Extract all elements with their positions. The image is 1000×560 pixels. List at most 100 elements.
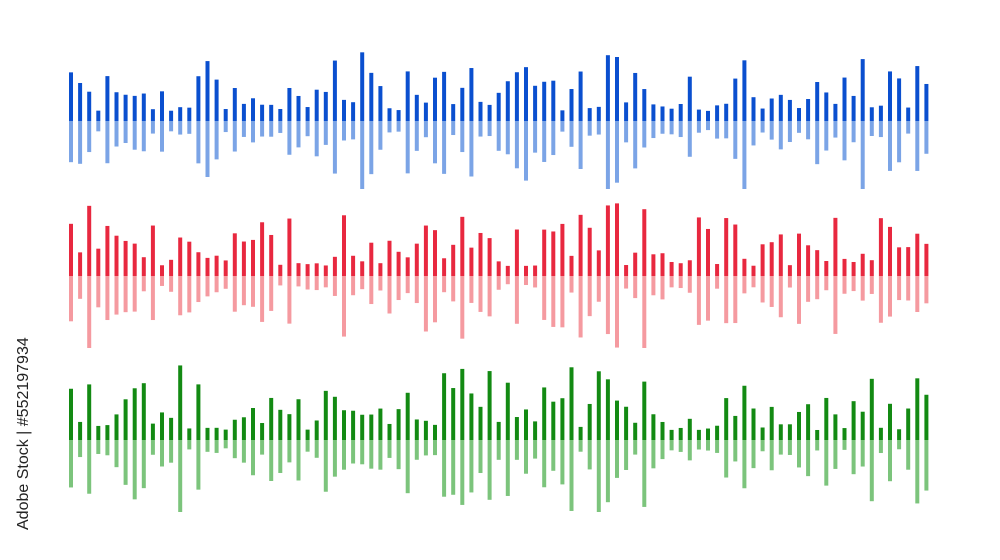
wave-bar [223,260,228,276]
wave-bar [214,427,219,440]
wave-bar [824,397,829,440]
wave-bar [633,252,638,276]
wave-bar [624,102,629,121]
wave-bar [178,237,183,276]
wave-reflection [423,440,428,456]
wave-bar [615,203,619,276]
wave-bar [660,253,665,276]
wave-reflection [596,276,601,302]
wave-reflection [232,440,237,459]
wave-bar [305,429,310,440]
wave-bar [396,409,401,440]
wave-bar [669,108,674,121]
wave-reflection [69,440,73,488]
wave-reflection [342,440,346,470]
wave-bar [251,239,255,276]
wave-bar [260,423,265,440]
wave-bar [205,61,210,121]
wave-reflection [842,276,847,294]
wave-reflection [296,440,301,481]
wave-reflection [223,121,228,133]
wave-bar [351,102,356,121]
wave-reflection [351,440,356,464]
wave-reflection [524,276,528,286]
wave-reflection [578,276,583,338]
wave-reflection [815,121,820,165]
wave-reflection [114,276,119,315]
wave-reflection [323,440,328,492]
wave-bar [587,108,592,121]
wave-bar [669,429,674,440]
wave-bar [387,108,392,121]
wave-bar [342,410,346,440]
wave-bar [423,420,428,440]
wave-bar [815,429,820,440]
wave-bar [241,417,246,440]
wave-bar [87,205,92,276]
wave-bar [369,72,374,121]
wave-reflection [633,440,638,455]
wave-bar [205,257,210,276]
wave-bar [478,406,483,440]
wave-reflection [842,440,847,450]
wave-bar [160,265,164,276]
wave-reflection [487,440,492,500]
wave-bar [669,261,674,276]
wave-bar [278,409,283,440]
wave-reflection [733,121,738,159]
wave-bar [496,261,501,276]
wave-reflection [78,121,83,164]
wave-reflection [833,276,838,334]
wave-bar [296,263,301,276]
wave-bar [915,233,920,276]
wave-reflection [778,440,783,455]
wave-bar [169,110,174,121]
wave-reflection [897,121,902,163]
wave-bar [660,106,665,121]
wave-bar [105,76,110,121]
wave-bar [460,368,465,440]
wave-reflection [787,121,792,143]
wave-reflection [150,440,155,455]
wave-bar [651,104,656,121]
wave-reflection [742,121,747,189]
wave-reflection [141,276,146,292]
wave-reflection [569,440,574,511]
wave-bar [478,101,483,121]
wave-reflection [132,121,137,150]
wave-bar [496,421,501,440]
wave-reflection [405,276,410,294]
wave-bar [542,81,547,121]
wave-bar [514,72,519,121]
wave-bar [205,427,210,440]
wave-reflection [405,121,410,174]
wave-bar [733,78,738,121]
wave-reflection [123,440,128,485]
wave-reflection [241,121,246,137]
wave-bar [824,92,829,121]
wave-reflection [323,276,328,288]
wave-reflection [260,276,265,322]
wave-bar [578,71,583,121]
wave-reflection [160,276,164,286]
wave-reflection [624,440,629,470]
wave-reflection [551,276,556,327]
wave-reflection [560,440,565,485]
wave-reflection [351,121,356,140]
wave-bar [651,254,656,276]
wave-reflection [906,440,911,470]
wave-reflection [278,121,283,133]
wave-bar [906,408,911,440]
wave-reflection [396,276,401,301]
wave-bar [724,218,729,276]
wave-bar [387,423,392,440]
wave-reflection [869,121,874,136]
wave-bar [514,417,519,440]
wave-reflection [123,121,128,144]
wave-reflection [806,440,811,477]
wave-bar [296,95,301,121]
wave-reflection [514,276,519,324]
wave-reflection [615,440,619,478]
wave-bar [715,105,720,121]
wave-bar [778,424,783,440]
